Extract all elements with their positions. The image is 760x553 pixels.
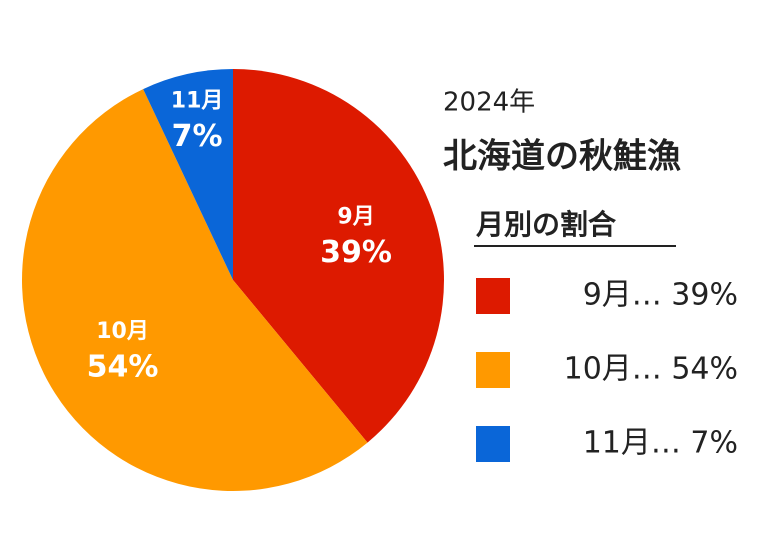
slice-value-label: 39% (320, 235, 392, 270)
legend-swatch (476, 352, 510, 388)
legend-title: 月別の割合 (475, 208, 617, 241)
slice-category-label: 11月 (171, 88, 224, 113)
legend-label: 9月… 39% (583, 278, 738, 313)
pie-slice (233, 69, 445, 443)
chart-subtitle: 2024年 (443, 88, 535, 118)
legend-swatch (476, 278, 510, 314)
legend-label: 11月… 7% (583, 426, 738, 461)
pie-slice (22, 89, 368, 491)
legend-swatch (476, 426, 510, 462)
slice-value-label: 54% (87, 350, 159, 385)
slice-category-label: 9月 (337, 205, 374, 230)
pie-slice (143, 69, 233, 280)
slice-value-label: 7% (172, 119, 223, 154)
legend-label: 10月… 54% (564, 352, 738, 387)
chart-title: 北海道の秋鮭漁 (443, 137, 681, 177)
slice-category-label: 10月 (96, 319, 149, 344)
